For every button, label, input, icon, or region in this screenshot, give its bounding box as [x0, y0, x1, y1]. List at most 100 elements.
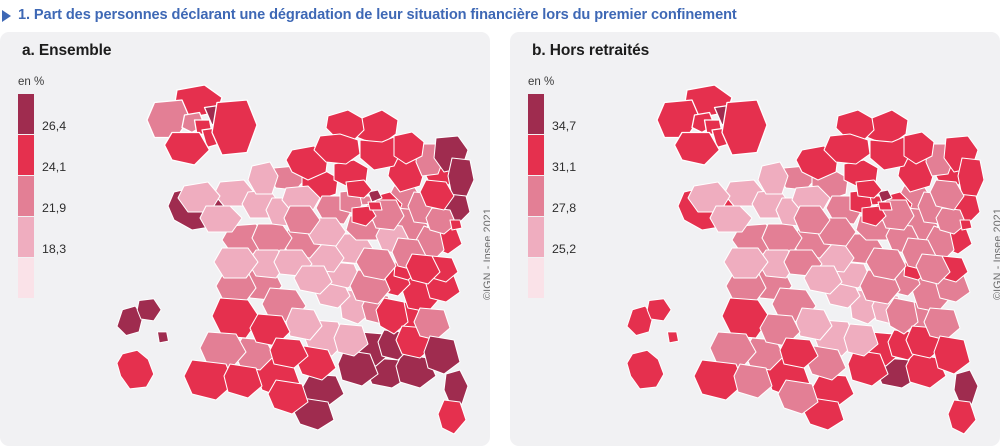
dept-80-a [313, 133, 361, 165]
dept-03-a [355, 247, 397, 281]
dept-65-b [733, 363, 773, 399]
dept-07-a [375, 297, 409, 335]
panel-title-b: b. Hors retraités [532, 42, 650, 59]
dept-46-a [285, 307, 323, 341]
dept-91-a [163, 131, 211, 166]
dept-90-b [959, 219, 973, 231]
dept-05-a [413, 307, 451, 341]
dept-08-a [393, 131, 425, 165]
dept-65-a [223, 363, 263, 399]
dept-77-a [211, 99, 258, 156]
dept-88-b [929, 179, 965, 211]
triangle-right-icon [2, 9, 11, 22]
dept-50-a [247, 161, 279, 195]
dept-64-b [693, 359, 745, 401]
dept-91-b [673, 131, 721, 166]
dept-48-b [843, 323, 879, 357]
legend-swatch-a-4 [18, 258, 34, 298]
legend-swatch-b-4 [528, 258, 544, 298]
dept-70-b [935, 207, 967, 235]
dept-971-b [646, 298, 672, 322]
dept-971-b [666, 331, 679, 344]
panel-title-a: a. Ensemble [22, 42, 112, 59]
dept-2B-a [443, 369, 469, 405]
legend-swatch-b-3 [528, 217, 544, 257]
dept-06-b [933, 335, 971, 375]
legend-bands-b: 34,7 31,1 27,8 25,2 [524, 94, 610, 299]
dept-72-b [793, 205, 831, 235]
legend-b: en % 34,7 31,1 27,8 25,2 [524, 76, 614, 299]
dept-09-a [267, 379, 309, 415]
dept-08-b [903, 131, 935, 165]
dept-05-b [923, 307, 961, 341]
legend-swatch-a-1 [18, 135, 34, 175]
dept-64-a [183, 359, 235, 401]
dept-2A-b [947, 399, 977, 435]
dept-91-a [351, 205, 377, 227]
dept-48-a [333, 323, 369, 357]
legend-swatch-a-3 [18, 217, 34, 257]
dept-87-b [803, 265, 843, 295]
dept-85-a [213, 247, 259, 279]
dept-62-b [835, 109, 875, 141]
dept-33-a [211, 297, 261, 339]
legend-swatch-b-1 [528, 135, 544, 175]
dept-01-b [915, 253, 951, 285]
legend-swatch-a-0 [18, 94, 34, 134]
dept-94-b [877, 201, 893, 211]
metropolitan-france-b [687, 109, 984, 435]
dept-03-b [865, 247, 907, 281]
dept-971-a [136, 298, 162, 322]
dept-85-b [723, 247, 769, 279]
dept-07-b [885, 297, 919, 335]
dept-80-b [823, 133, 871, 165]
dept-87-a [293, 265, 333, 295]
overseas-insets-b [626, 298, 679, 390]
map-credit-a: ©IGN - Insee 2021 [482, 208, 490, 300]
france-map-a [96, 74, 474, 442]
dept-01-a [405, 253, 441, 285]
legend-value-b-0: 34,7 [552, 119, 577, 133]
dept-93-b [877, 189, 893, 203]
dept-82-a [269, 337, 309, 369]
dept-33-b [721, 297, 771, 339]
dept-72-a [283, 205, 321, 235]
map-panel-hors-retraites: b. Hors retraités en % 34,7 31,1 27,8 25,2 … [510, 32, 1000, 446]
dept-2B-b [953, 369, 979, 405]
legend-value-a-0: 26,4 [42, 119, 67, 133]
legend-value-b-3: 25,2 [552, 242, 577, 256]
map-credit-b: ©IGN - Insee 2021 [992, 208, 1000, 300]
dept-56-a [199, 205, 243, 233]
dept-95-b [855, 179, 883, 199]
dept-09-b [777, 379, 819, 415]
legend-bands-a: 26,4 24,1 21,9 18,3 [14, 94, 100, 299]
legend-value-b-2: 27,8 [552, 201, 577, 215]
dept-77-b [721, 99, 768, 156]
legend-swatch-b-0 [528, 94, 544, 134]
dept-90-a [449, 219, 463, 231]
dept-971-b [626, 305, 654, 337]
dept-34-a [337, 349, 379, 387]
dept-971-a [156, 331, 169, 344]
dept-94-a [367, 201, 383, 211]
legend-value-b-1: 31,1 [552, 160, 577, 174]
dept-93-a [367, 189, 383, 203]
metropolitan-france-a [177, 109, 474, 435]
dept-34-b [847, 349, 889, 387]
dept-972-a [116, 349, 155, 390]
page-title: 1. Part des personnes déclarant une dégr… [18, 7, 737, 23]
dept-88-a [419, 179, 455, 211]
dept-62-a [325, 109, 365, 141]
legend-value-a-3: 18,3 [42, 242, 67, 256]
legend-a: en % 26,4 24,1 21,9 18,3 [14, 76, 104, 299]
dept-70-a [425, 207, 457, 235]
dept-56-b [709, 205, 753, 233]
dept-972-b [626, 349, 665, 390]
legend-value-a-1: 24,1 [42, 160, 67, 174]
dept-06-a [423, 335, 461, 375]
france-map-b [606, 74, 984, 442]
legend-swatch-a-2 [18, 176, 34, 216]
legend-unit-b: en % [528, 76, 555, 88]
dept-50-b [757, 161, 789, 195]
